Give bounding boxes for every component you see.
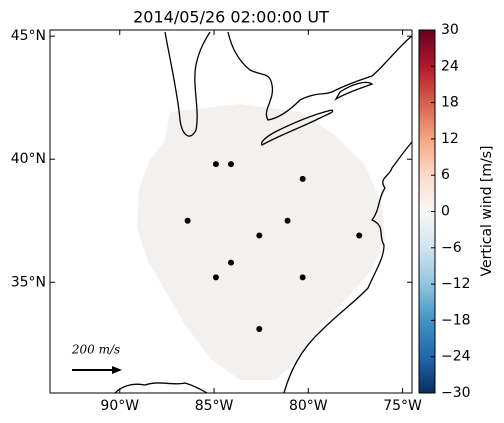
station-point xyxy=(228,161,234,168)
coastline xyxy=(114,382,208,394)
map-title: 2014/05/26 02:00:00 UT xyxy=(133,8,329,27)
map-frame xyxy=(49,29,413,394)
y-tick-label: 45°N xyxy=(11,28,46,44)
station-point xyxy=(284,217,291,224)
colorbar-tick-label: 24 xyxy=(441,58,459,74)
coastline xyxy=(334,81,374,101)
station-point xyxy=(256,326,263,333)
colorbar-tick-label: −6 xyxy=(441,240,462,256)
colorbar-tick-label: −30 xyxy=(441,385,471,401)
scale-arrowhead xyxy=(112,366,122,374)
station-point xyxy=(184,217,191,224)
coastline xyxy=(283,141,413,394)
colorbar-tick-label: −24 xyxy=(441,349,471,365)
station-point xyxy=(299,175,306,182)
scale-label: 200 m/s xyxy=(71,343,120,357)
coastline xyxy=(164,31,211,137)
coastline xyxy=(227,31,413,121)
colorbar-label: Vertical wind [m/s] xyxy=(479,146,495,277)
coastline xyxy=(260,109,334,146)
colorbar-tick-label: −18 xyxy=(441,312,471,328)
map-area: 200 m/s xyxy=(49,29,413,394)
data-domain xyxy=(137,104,385,380)
x-tick-label: 80°W xyxy=(289,398,328,414)
colorbar-tick-label: 12 xyxy=(441,131,459,147)
station-point xyxy=(299,274,306,281)
colorbar-tick-label: 30 xyxy=(441,22,459,38)
x-tick-label: 85°W xyxy=(195,398,234,414)
station-point xyxy=(212,161,219,168)
colorbar-tick-label: 0 xyxy=(441,204,450,220)
station-point xyxy=(228,259,234,266)
station-point xyxy=(356,232,363,239)
y-tick-label: 35°N xyxy=(11,274,46,290)
station-point xyxy=(212,274,219,281)
colorbar-tick-label: 6 xyxy=(441,167,450,183)
x-tick-label: 75°W xyxy=(383,398,422,414)
station-point xyxy=(256,232,263,239)
x-tick-label: 90°W xyxy=(100,398,139,414)
colorbar-tick-label: 18 xyxy=(441,95,459,111)
colorbar-tick-label: −12 xyxy=(441,276,471,292)
y-tick-label: 40°N xyxy=(11,151,46,167)
